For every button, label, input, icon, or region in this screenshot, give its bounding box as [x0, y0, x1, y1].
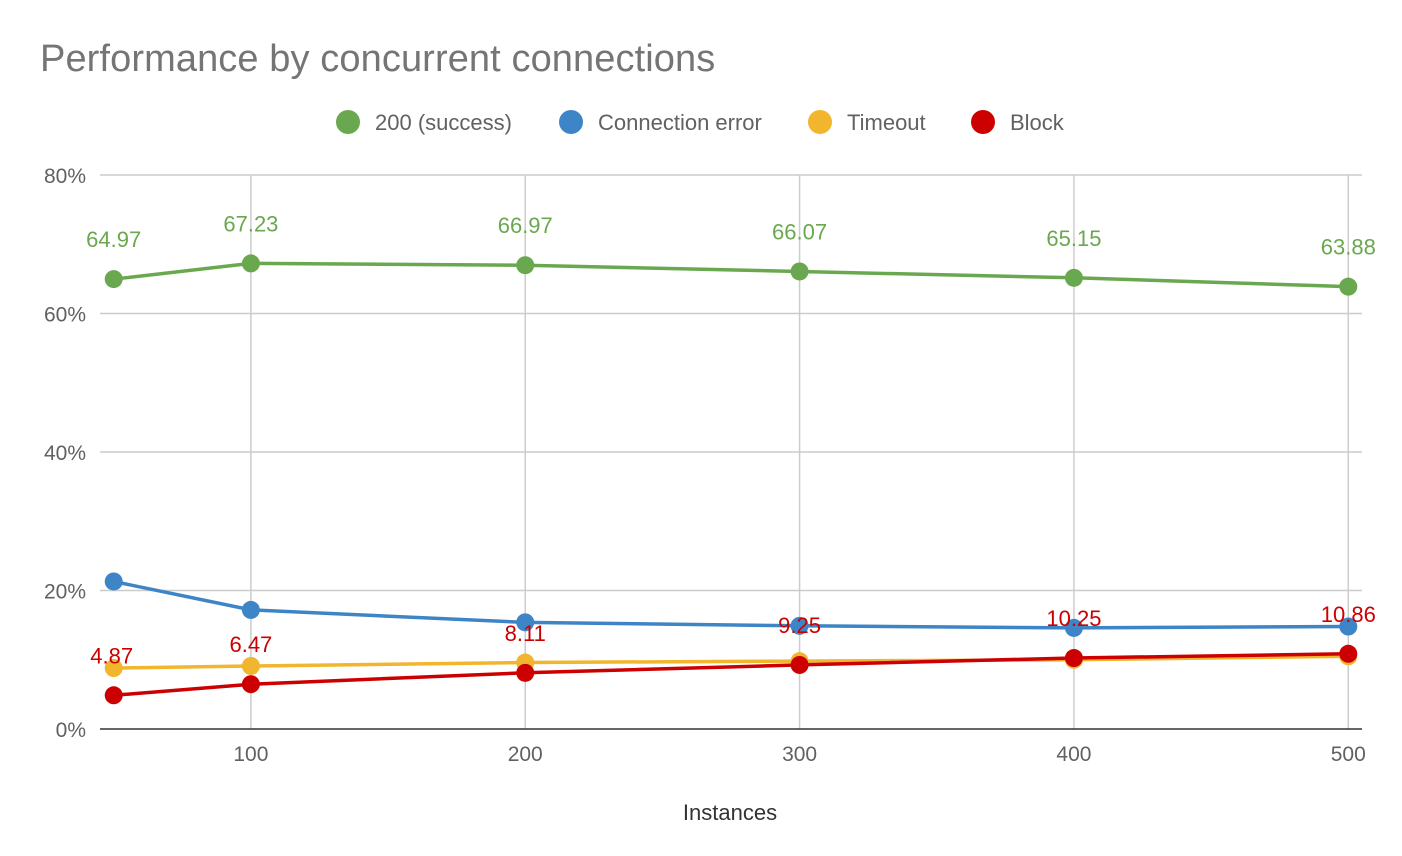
data-label: 63.88	[1321, 235, 1376, 260]
x-tick-label: 100	[233, 743, 268, 766]
legend-marker	[559, 110, 583, 134]
data-point-2	[104, 659, 123, 678]
series-line-2	[113, 654, 1349, 670]
x-tick-label: 300	[782, 743, 817, 766]
data-labels: 64.97 67.23 66.97 66.07 65.15 63.88 4.87 6.47 8.…	[86, 211, 1376, 668]
y-tick-label: 0%	[56, 719, 86, 742]
data-label: 8.11	[505, 621, 546, 646]
data-label: 65.15	[1046, 226, 1101, 251]
data-point-3	[104, 686, 123, 705]
series-line-3	[113, 652, 1349, 698]
data-point-3	[1339, 644, 1358, 663]
y-tick-label: 40%	[44, 442, 86, 465]
data-point-3	[790, 655, 809, 674]
data-label: 66.97	[498, 213, 553, 238]
data-point-1	[516, 613, 535, 632]
series-line-1	[113, 579, 1349, 630]
x-tick-label: 400	[1056, 743, 1091, 766]
data-point-1	[1339, 617, 1358, 636]
data-point-0	[790, 262, 809, 281]
y-tick-label: 60%	[44, 304, 86, 327]
series-points	[104, 254, 1358, 705]
data-point-1	[790, 616, 809, 635]
data-label: 67.23	[223, 211, 278, 236]
data-point-0	[104, 270, 123, 289]
data-point-1	[241, 600, 260, 619]
y-tick-label: 80%	[44, 165, 86, 188]
series-lines	[113, 261, 1349, 698]
legend-marker	[971, 110, 995, 134]
x-axis-title: Instances	[683, 800, 777, 825]
legend-label: Block	[1010, 110, 1065, 135]
data-point-1	[1064, 618, 1083, 637]
series-line-0	[113, 261, 1349, 289]
legend[interactable]: 200 (success) Connection error Timeout Bloc…	[336, 110, 1065, 135]
legend-item[interactable]: Timeout	[808, 110, 926, 135]
data-label: 9.25	[778, 613, 821, 638]
data-point-0	[1064, 268, 1083, 287]
data-point-3	[516, 663, 535, 682]
data-point-3	[1064, 649, 1083, 668]
data-label: 64.97	[86, 227, 141, 252]
legend-label: 200 (success)	[375, 110, 512, 135]
axes: 0% 20% 40% 60% 80% 100 200 300 400 500	[44, 165, 1366, 766]
x-tick-label: 500	[1331, 743, 1366, 766]
legend-label: Connection error	[598, 110, 762, 135]
data-label: 4.87	[90, 643, 133, 668]
legend-label: Timeout	[847, 110, 926, 135]
legend-marker	[808, 110, 832, 134]
legend-item[interactable]: 200 (success)	[336, 110, 512, 135]
legend-item[interactable]: Connection error	[559, 110, 762, 135]
data-point-2	[241, 656, 260, 675]
x-tick-label: 200	[508, 743, 543, 766]
data-point-3	[241, 675, 260, 694]
data-point-0	[1339, 277, 1358, 296]
data-label: 66.07	[772, 219, 827, 244]
legend-marker	[336, 110, 360, 134]
data-point-1	[104, 572, 123, 591]
chart-title: Performance by concurrent connections	[40, 38, 716, 80]
grid	[100, 174, 1362, 729]
data-point-0	[241, 254, 260, 273]
y-tick-label: 20%	[44, 581, 86, 604]
data-label: 6.47	[229, 632, 272, 657]
data-label: 10.86	[1321, 602, 1376, 627]
data-point-0	[516, 256, 535, 275]
data-label: 10.25	[1046, 606, 1101, 631]
legend-item[interactable]: Block	[971, 110, 1065, 135]
